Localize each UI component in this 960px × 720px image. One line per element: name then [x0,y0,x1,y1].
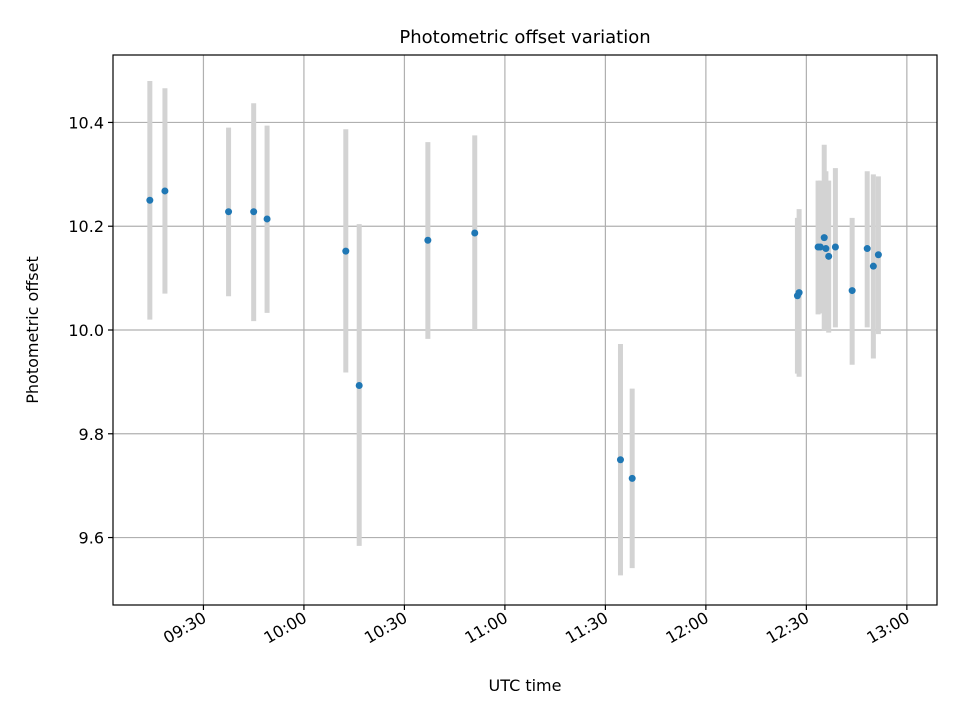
data-point [146,196,154,204]
data-point [831,243,839,251]
x-axis-label: UTC time [489,676,562,695]
y-tick-label: 9.8 [79,425,104,444]
data-point [825,252,833,260]
data-point [263,215,271,223]
data-point [848,287,856,295]
y-tick-label: 10.4 [68,113,104,132]
y-axis-label: Photometric offset [23,256,42,404]
data-point [225,208,233,216]
data-points [146,187,882,482]
data-point [863,245,871,253]
data-point [355,382,363,390]
data-point [869,262,877,270]
data-point [471,229,479,237]
y-tick-label: 10.2 [68,217,104,236]
chart-title: Photometric offset variation [399,27,650,48]
data-point [628,474,636,482]
y-tick-label: 9.6 [79,529,104,548]
data-point [820,234,828,242]
data-point [342,247,350,255]
data-point [874,251,882,259]
data-point [424,236,432,244]
data-point [822,245,830,253]
y-tick-label: 10.0 [68,321,104,340]
grid-lines [113,55,937,605]
data-point [616,456,624,464]
data-point [816,243,824,251]
y-axis-ticks: 9.6 9.8 10.0 10.2 10.4 [68,113,113,548]
data-point [161,187,169,195]
data-point [250,208,258,216]
data-point [795,289,803,297]
